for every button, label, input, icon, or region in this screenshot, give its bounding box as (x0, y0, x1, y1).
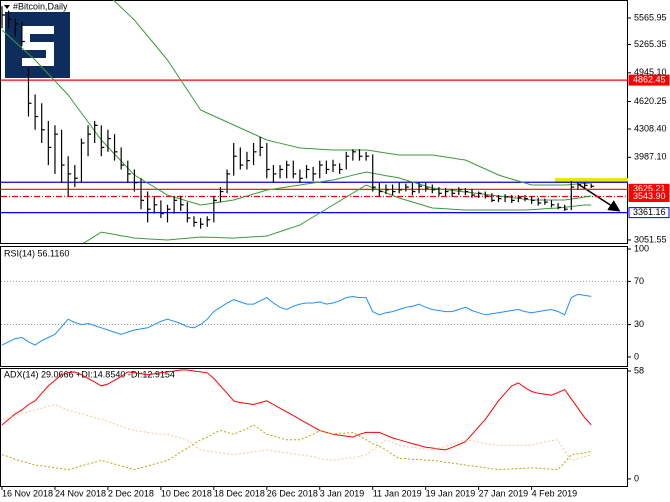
price-level-label: 3361.16 (633, 207, 666, 217)
y-tick-label: 3051.55 (634, 234, 667, 244)
x-tick-label: 18 Dec 2018 (214, 488, 265, 498)
highlight-zone (555, 178, 628, 183)
x-tick-label: 3 Jan 2019 (320, 488, 365, 498)
y-tick-label: 70 (634, 276, 644, 286)
indicator-line (1, 403, 592, 461)
y-tick-label: 4620.25 (634, 96, 667, 106)
price-level-label: 4862.45 (633, 74, 666, 84)
bollinger-upper (112, 0, 592, 186)
rsi-line (1, 293, 592, 346)
rsi-title: RSI(14) 56.1160 (4, 248, 69, 258)
rsi-panel (0, 246, 628, 367)
y-tick-label: 3987.10 (634, 152, 667, 162)
bollinger-middle (1, 29, 592, 206)
bollinger-lower (82, 184, 592, 243)
y-tick-label: 100 (634, 243, 649, 253)
x-tick-label: 4 Feb 2019 (532, 488, 578, 498)
price-level-label: 3625.21 (633, 184, 666, 194)
price-level-tag (628, 207, 670, 219)
y-tick-label: 0 (634, 351, 639, 361)
indicator-line (1, 424, 592, 471)
x-tick-label: 11 Jan 2019 (373, 488, 422, 498)
y-tick-label: 0 (634, 473, 639, 483)
menu-triangle (4, 5, 10, 9)
adx-title: ADX(14) 29.0666 +DI:14.8540 -DI:12.9154 (4, 369, 175, 379)
y-tick-label: 4308.40 (634, 123, 667, 133)
y-tick-label: 30 (634, 319, 644, 329)
x-tick-label: 27 Jan 2019 (479, 488, 529, 498)
y-tick-label: 4945.10 (634, 67, 667, 77)
y-tick-label: 5565.95 (634, 12, 667, 22)
x-tick-label: 26 Dec 2018 (267, 488, 318, 498)
x-tick-label: 24 Nov 2018 (55, 488, 106, 498)
x-tick-label: 16 Nov 2018 (2, 488, 53, 498)
price-panel (0, 0, 628, 244)
x-tick-label: 19 Jan 2019 (426, 488, 476, 498)
x-tick-label: 10 Dec 2018 (161, 488, 212, 498)
indicator-line (1, 369, 592, 451)
price-level-tag (628, 74, 670, 86)
chart-title: #Bitcoin,Daily (13, 1, 68, 11)
y-tick-label: 58 (634, 365, 644, 375)
y-tick-label: 5265.35 (634, 39, 667, 49)
x-tick-label: 2 Dec 2018 (108, 488, 154, 498)
price-level-tag (628, 190, 670, 202)
price-level-label: 3543.90 (633, 191, 666, 201)
